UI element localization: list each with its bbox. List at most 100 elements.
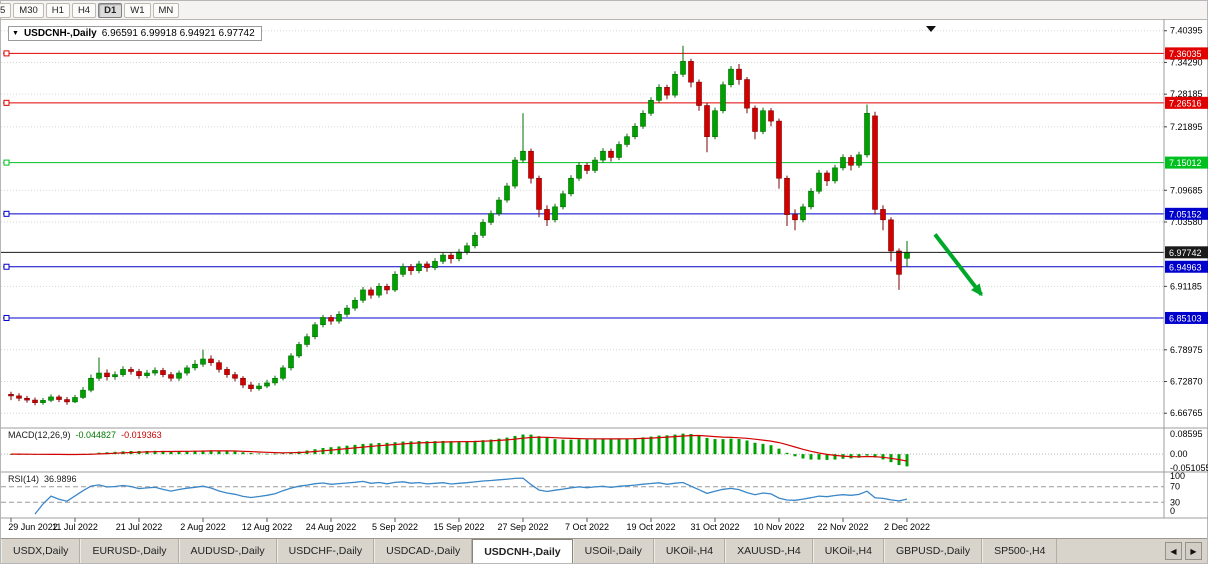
candle-body: [464, 245, 470, 253]
candle-body: [256, 385, 262, 389]
macd-histogram-bar: [481, 440, 485, 455]
macd-histogram-bar: [633, 438, 637, 455]
candle-body: [360, 289, 366, 301]
chart-title-box[interactable]: ▼ USDCNH-,Daily 6.96591 6.99918 6.94921 …: [8, 26, 262, 41]
symbol-tab-usdcnh-daily[interactable]: USDCNH-,Daily: [472, 539, 573, 563]
macd-histogram-bar: [209, 450, 213, 455]
candle-body: [624, 136, 630, 145]
price-line-badge: [1165, 260, 1208, 273]
symbol-tab-ukoil-h4[interactable]: UKOil-,H4: [653, 539, 726, 563]
candle-body: [128, 369, 134, 372]
symbol-tab-eurusd-daily[interactable]: EURUSD-,Daily: [80, 539, 179, 563]
candle-body: [440, 254, 446, 262]
macd-histogram-bar: [465, 441, 469, 455]
price-line-badge: [1165, 47, 1208, 60]
macd-histogram-bar: [169, 451, 173, 455]
tab-scroll-right-button[interactable]: ▶: [1185, 542, 1202, 560]
rsi-label: RSI(14): [8, 474, 40, 484]
macd-histogram-bar: [225, 451, 229, 455]
timeframe-button-h1[interactable]: H1: [45, 2, 70, 18]
date-label: 22 Nov 2022: [817, 522, 868, 532]
macd-label: MACD(12,26,9): [8, 430, 71, 440]
price-axis-label: 7.28185: [1170, 89, 1203, 99]
macd-axis-label: 0.00: [1170, 449, 1188, 459]
candle-body: [392, 274, 398, 291]
macd-histogram-bar: [233, 451, 237, 455]
price-axis-label: 7.40395: [1170, 26, 1203, 36]
price-line-badge: [1165, 156, 1208, 169]
macd-histogram-bar: [201, 450, 205, 455]
symbol-tab-sp500-h4[interactable]: SP500-,H4: [982, 539, 1058, 563]
candle-body: [88, 377, 94, 391]
timeframe-button-d1[interactable]: D1: [98, 2, 123, 18]
candle-body: [216, 362, 222, 370]
symbol-tab-gbpusd-daily[interactable]: GBPUSD-,Daily: [883, 539, 983, 563]
line-anchor-handle[interactable]: [3, 210, 10, 217]
timeframe-button-5[interactable]: 5: [0, 2, 12, 18]
symbol-tab-usoil-daily[interactable]: USOil-,Daily: [572, 539, 654, 563]
macd-histogram-bar: [353, 444, 357, 455]
line-anchor-handle[interactable]: [3, 99, 10, 106]
symbol-tab-usdchf-daily[interactable]: USDCHF-,Daily: [276, 539, 375, 563]
line-anchor-handle[interactable]: [3, 159, 10, 166]
candle-body: [232, 374, 238, 379]
candle-body: [904, 252, 910, 259]
macd-value: -0.044827: [75, 430, 117, 440]
price-line-badge: [1165, 207, 1208, 220]
candle-body: [680, 61, 686, 75]
candle-body: [192, 363, 198, 369]
candle-body: [704, 105, 710, 137]
candle-body: [24, 397, 30, 401]
macd-histogram-bar: [745, 440, 749, 455]
tab-scroll-left-button[interactable]: ◀: [1165, 542, 1182, 560]
timeframe-button-h4[interactable]: H4: [71, 2, 97, 18]
line-anchor-handle[interactable]: [3, 50, 10, 57]
candle-body: [712, 110, 718, 137]
date-label: 19 Oct 2022: [626, 522, 675, 532]
candle-body: [800, 206, 806, 221]
candle-body: [728, 68, 734, 86]
candle-body: [200, 358, 206, 365]
symbol-tab-usdx-daily[interactable]: USDX,Daily: [1, 539, 81, 563]
candle-body: [368, 289, 374, 296]
macd-histogram-bar: [289, 452, 293, 455]
date-label: 10 Nov 2022: [753, 522, 804, 532]
macd-histogram-bar: [385, 442, 389, 455]
chart-shift-marker-icon[interactable]: [926, 26, 936, 32]
price-axis-label: 6.66765: [1170, 408, 1203, 418]
candle-body: [288, 355, 294, 369]
candle-body: [160, 370, 166, 375]
rsi-axis-label: 70: [1170, 482, 1180, 492]
macd-histogram-bar: [649, 436, 653, 455]
candle-body: [96, 372, 102, 379]
macd-histogram-bar: [801, 454, 805, 459]
macd-histogram-bar: [241, 452, 245, 455]
symbol-tab-audusd-daily[interactable]: AUDUSD-,Daily: [178, 539, 277, 563]
line-anchor-handle[interactable]: [3, 263, 10, 270]
symbol-tab-ukoil-h4[interactable]: UKOil-,H4: [812, 539, 884, 563]
price-line-badge: [1165, 311, 1208, 324]
symbol-tab-xauusd-h4[interactable]: XAUUSD-,H4: [725, 539, 813, 563]
candle-body: [896, 250, 902, 275]
chevron-down-icon: ▼: [12, 29, 19, 37]
candle-body: [736, 68, 742, 80]
macd-histogram-bar: [681, 433, 685, 455]
trend-arrow[interactable]: [933, 233, 983, 297]
rsi-value: 36.9896: [44, 474, 77, 484]
macd-histogram-bar: [433, 441, 437, 455]
timeframe-button-mn[interactable]: MN: [152, 2, 180, 18]
macd-histogram-bar: [161, 450, 165, 455]
macd-histogram-bar: [513, 435, 517, 455]
timeframe-button-m30[interactable]: M30: [13, 2, 44, 18]
timeframe-button-w1[interactable]: W1: [124, 2, 151, 18]
candles: [8, 45, 910, 406]
macd-histogram-bar: [265, 453, 269, 455]
candle-body: [64, 399, 70, 403]
macd-histogram-bar: [545, 438, 549, 455]
candle-body: [888, 219, 894, 252]
symbol-tab-usdcad-daily[interactable]: USDCAD-,Daily: [374, 539, 473, 563]
macd-histogram-bar: [345, 445, 349, 455]
macd-histogram-bar: [441, 440, 445, 455]
macd-histogram-bar: [857, 454, 861, 458]
line-anchor-handle[interactable]: [3, 314, 10, 321]
